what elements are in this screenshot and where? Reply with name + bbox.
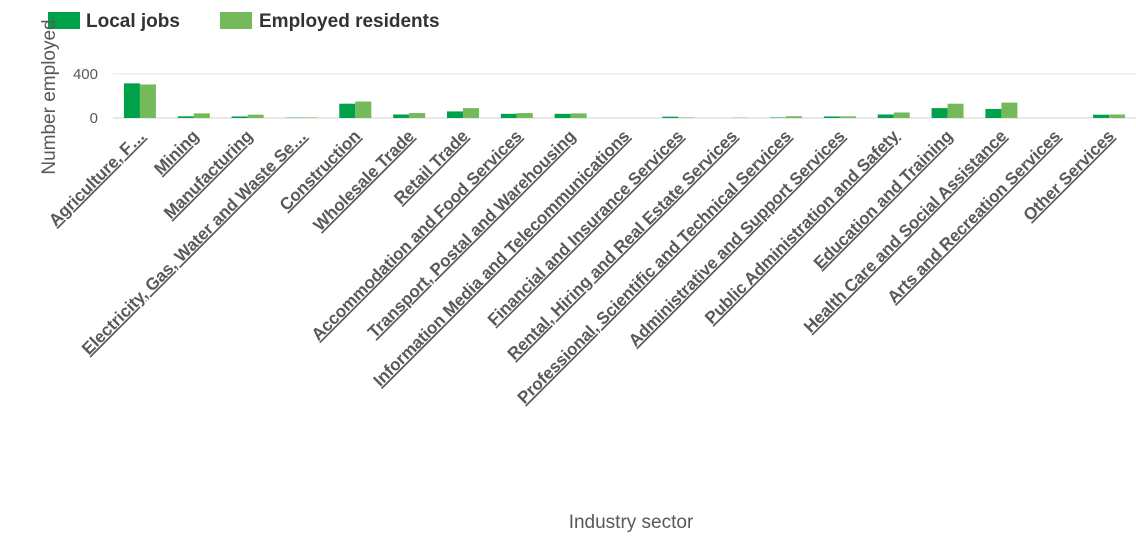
bars — [123, 83, 1126, 118]
bar-employed-residents-6 — [462, 108, 479, 118]
bar-local-jobs-14 — [877, 114, 894, 118]
bar-employed-residents-8 — [570, 113, 587, 118]
x-tick-label: Agriculture, F… — [45, 126, 149, 230]
bar-local-jobs-13 — [823, 116, 840, 118]
bar-local-jobs-6 — [446, 111, 463, 118]
bar-local-jobs-10 — [662, 116, 679, 118]
x-tick-label: Wholesale Trade — [310, 126, 418, 234]
bar-employed-residents-16 — [1001, 102, 1018, 118]
x-tick-label: Mining — [150, 126, 202, 178]
bar-employed-residents-1 — [193, 113, 210, 118]
bar-local-jobs-5 — [393, 114, 410, 118]
bar-employed-residents-3 — [301, 117, 318, 118]
bar-local-jobs-4 — [339, 103, 356, 118]
bar-employed-residents-15 — [947, 103, 964, 118]
legend: Local jobs Employed residents — [48, 11, 440, 32]
bar-employed-residents-2 — [247, 114, 264, 118]
bar-employed-residents-7 — [516, 113, 533, 118]
bar-local-jobs-2 — [231, 116, 248, 118]
bar-employed-residents-10 — [678, 117, 695, 118]
x-tick-label: Financial and Insurance Services — [484, 126, 687, 329]
bar-employed-residents-4 — [355, 101, 372, 118]
legend-label-employed-residents: Employed residents — [259, 11, 440, 32]
bar-employed-residents-14 — [893, 112, 910, 118]
y-tick-label: 400 — [73, 66, 98, 83]
bar-employed-residents-0 — [139, 84, 156, 118]
bar-employed-residents-5 — [409, 113, 426, 118]
legend-swatch-employed-residents — [220, 12, 252, 29]
bar-local-jobs-15 — [931, 108, 948, 118]
bar-local-jobs-16 — [985, 108, 1002, 118]
legend-swatch-local-jobs — [48, 12, 80, 29]
y-axis-ticks: 0 400 — [73, 66, 98, 127]
y-axis-title: Number employed — [39, 19, 60, 174]
bar-local-jobs-0 — [123, 83, 140, 118]
x-axis-title: Industry sector — [569, 512, 694, 533]
x-tick-label: Information Media and Telecommunications — [370, 126, 634, 390]
bar-employed-residents-13 — [839, 116, 856, 118]
grid — [113, 73, 1136, 119]
bar-local-jobs-7 — [500, 113, 517, 118]
x-tick-label: Health Care and Social Assistance — [800, 126, 1010, 336]
bar-local-jobs-8 — [554, 113, 571, 118]
bar-local-jobs-18 — [1093, 114, 1110, 118]
bar-local-jobs-12 — [770, 117, 787, 118]
x-tick-label: Public Administration and Safety — [701, 126, 903, 328]
y-tick-label: 0 — [90, 110, 98, 127]
bar-employed-residents-18 — [1109, 114, 1126, 118]
bar-employed-residents-12 — [786, 116, 803, 118]
bar-local-jobs-1 — [177, 116, 194, 118]
legend-label-local-jobs: Local jobs — [86, 11, 180, 32]
x-axis-labels: Agriculture, F… MiningManufacturingElectr… — [45, 126, 1118, 407]
x-tick-label: Other Services — [1020, 126, 1118, 224]
